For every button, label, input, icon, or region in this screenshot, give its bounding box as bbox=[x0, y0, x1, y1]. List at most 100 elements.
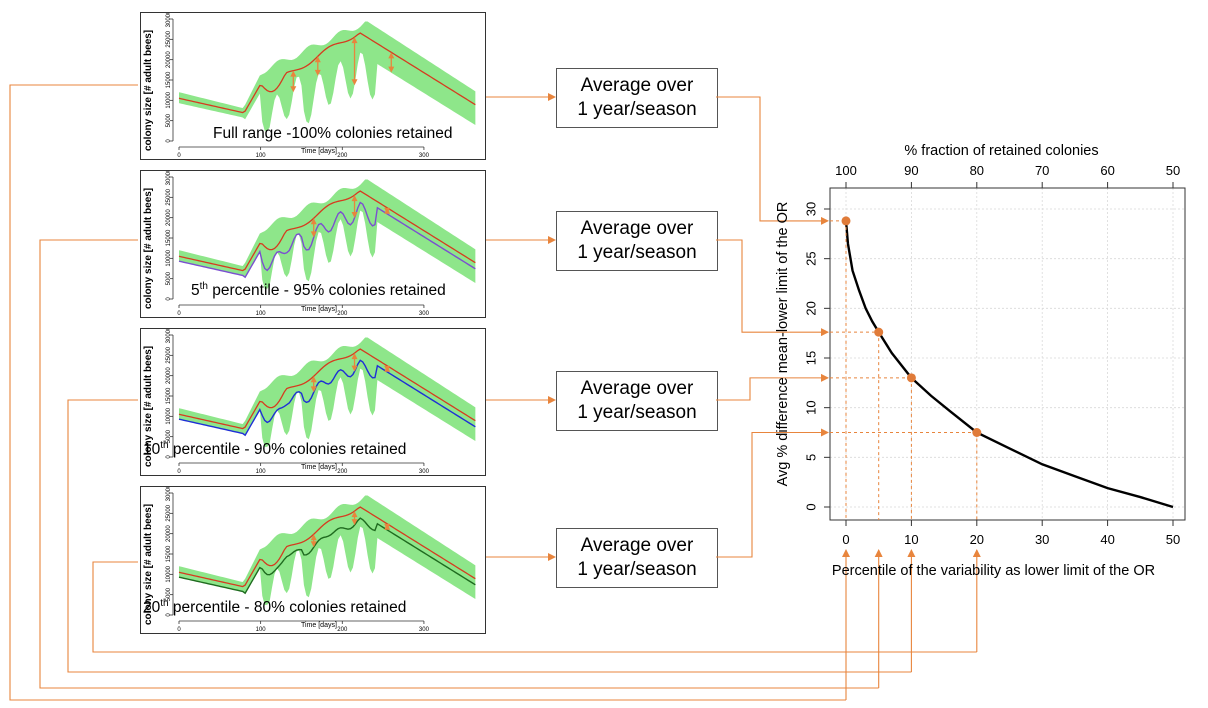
panel-y-tick-label: 10000 bbox=[166, 407, 172, 424]
panel-x-tick-label: 300 bbox=[419, 311, 430, 317]
arrow-head-up bbox=[290, 70, 297, 77]
chart-x-tick-label: 10 bbox=[904, 532, 918, 547]
caption-number: 20 bbox=[143, 599, 161, 617]
chart-y-axis-label: Avg % difference mean-lower limit of the… bbox=[775, 202, 791, 487]
panel-y-tick-label: 30000 bbox=[166, 13, 172, 27]
panel-x-tick-label: 0 bbox=[177, 311, 181, 317]
average-box-line2: 1 year/season bbox=[577, 402, 697, 423]
average-box-line1: Average over bbox=[580, 75, 694, 96]
panel-y-tick-label: 20000 bbox=[166, 367, 172, 384]
average-to-chart-arrow bbox=[716, 96, 829, 225]
panel-x-tick-label: 200 bbox=[337, 311, 348, 317]
panel-x-tick-label: 200 bbox=[337, 627, 348, 633]
panel-x-tick-label: 100 bbox=[256, 627, 267, 633]
caption-number: 10 bbox=[143, 441, 161, 459]
chart-top-tick-label: 50 bbox=[1166, 163, 1180, 178]
chart-x-tick-label: 20 bbox=[970, 532, 984, 547]
variability-band bbox=[179, 337, 476, 447]
chart-frame bbox=[829, 187, 1186, 521]
chart-y-tick-label: 5 bbox=[803, 454, 818, 461]
average-to-chart-arrow bbox=[716, 428, 829, 558]
arrow-head-down bbox=[351, 79, 358, 86]
panel-xlabel: Time [days] bbox=[301, 148, 337, 155]
panel-y-tick-label: 25000 bbox=[166, 504, 172, 521]
caption-text: percentile - 90% colonies retained bbox=[168, 441, 407, 459]
chart-top-tick-label: 100 bbox=[835, 163, 857, 178]
average-to-chart-arrow bbox=[716, 239, 829, 337]
average-box-1: Average over 1 year/season bbox=[556, 68, 718, 128]
arrow-head-up bbox=[388, 52, 395, 59]
panel-x-tick-label: 100 bbox=[256, 311, 267, 317]
panel-y-tick-label: 30000 bbox=[166, 329, 172, 343]
panel-x-tick-label: 0 bbox=[177, 627, 181, 633]
chart-top-tick-label: 60 bbox=[1100, 163, 1114, 178]
caption-superscript: th bbox=[160, 598, 169, 609]
panel-y-tick-label: 5000 bbox=[166, 271, 172, 285]
panel-x-tick-label: 300 bbox=[419, 627, 430, 633]
variability-band bbox=[179, 21, 476, 131]
variability-band bbox=[179, 179, 476, 289]
chart-x-tick-label: 0 bbox=[842, 532, 849, 547]
panel-y-tick-label: 20000 bbox=[166, 525, 172, 542]
average-to-chart-arrow bbox=[716, 373, 829, 401]
colony-panel-10th-percentile: 0 5000 10000 15000 20000 25000 30000 0 100 200 300… bbox=[140, 328, 486, 476]
panel-x-tick-label: 100 bbox=[256, 469, 267, 475]
panel-ylabel: colony size [# adult bees] bbox=[143, 187, 154, 309]
chart-y-tick-label: 15 bbox=[803, 351, 818, 365]
data-point bbox=[874, 327, 884, 337]
series-line bbox=[844, 220, 1174, 509]
panel-caption: 10th percentile - 90% colonies retained bbox=[143, 440, 406, 459]
average-box-2: Average over 1 year/season bbox=[556, 211, 718, 271]
chart-x-tick-label: 50 bbox=[1166, 532, 1180, 547]
average-box-line1: Average over bbox=[580, 535, 694, 556]
caption-superscript: th bbox=[160, 440, 169, 451]
panel-y-tick-label: 25000 bbox=[166, 188, 172, 205]
chart-y-tick-label: 30 bbox=[803, 202, 818, 216]
arrow-head-down bbox=[314, 69, 321, 76]
panel-y-tick-label: 10000 bbox=[166, 91, 172, 108]
panel-y-tick-label: 0 bbox=[166, 139, 172, 143]
data-point bbox=[972, 428, 982, 437]
panel-y-tick-label: 10000 bbox=[166, 249, 172, 266]
panel-x-tick-label: 0 bbox=[177, 469, 181, 475]
average-box-line2: 1 year/season bbox=[577, 242, 697, 263]
arrow-head-up bbox=[351, 37, 358, 44]
panel-y-tick-label: 25000 bbox=[166, 30, 172, 47]
panel-ylabel: colony size [# adult bees] bbox=[143, 29, 154, 151]
colony-panel-20th-percentile: 0 5000 10000 15000 20000 25000 30000 0 100 200 300… bbox=[140, 486, 486, 634]
chart-y-tick-label: 10 bbox=[803, 400, 818, 414]
panel-x-tick-label: 100 bbox=[256, 153, 267, 159]
average-box-line1: Average over bbox=[580, 378, 694, 399]
chart-top-tick-label: 80 bbox=[970, 163, 984, 178]
panel-caption: Full range -100% colonies retained bbox=[213, 125, 453, 143]
chart-y-tick-label: 0 bbox=[803, 503, 818, 510]
panel-x-tick-label: 200 bbox=[337, 469, 348, 475]
chart-x-tick-label: 40 bbox=[1100, 532, 1114, 547]
panel-y-tick-label: 20000 bbox=[166, 209, 172, 226]
average-box-3: Average over 1 year/season bbox=[556, 371, 718, 431]
panel-x-tick-label: 300 bbox=[419, 153, 430, 159]
chart-y-tick-label: 25 bbox=[803, 251, 818, 265]
chart-top-tick-label: 90 bbox=[904, 163, 918, 178]
panel-caption: 5th percentile - 95% colonies retained bbox=[191, 281, 446, 300]
colony-panel-full-range: 0 5000 10000 15000 20000 25000 30000 0 100 200 300… bbox=[140, 12, 486, 160]
panel-x-tick-label: 200 bbox=[337, 153, 348, 159]
caption-superscript: th bbox=[199, 281, 208, 292]
panel-y-tick-label: 0 bbox=[166, 297, 172, 301]
panel-y-tick-label: 15000 bbox=[166, 387, 172, 404]
arrow-head-down bbox=[388, 66, 395, 73]
panel-y-tick-label: 20000 bbox=[166, 51, 172, 68]
chart-x-tick-label: 30 bbox=[1035, 532, 1049, 547]
chart-x-axis-label: Percentile of the variability as lower l… bbox=[832, 563, 1155, 579]
panel-y-tick-label: 30000 bbox=[166, 487, 172, 501]
panel-xlabel: Time [days] bbox=[301, 306, 337, 313]
average-box-line2: 1 year/season bbox=[577, 99, 697, 120]
panel-y-tick-label: 25000 bbox=[166, 346, 172, 363]
caption-number: 5 bbox=[191, 282, 200, 300]
data-point bbox=[841, 216, 851, 226]
average-box-line1: Average over bbox=[580, 218, 694, 239]
variability-band bbox=[179, 495, 476, 605]
panel-x-tick-label: 300 bbox=[419, 469, 430, 475]
panel-xlabel: Time [days] bbox=[301, 622, 337, 629]
